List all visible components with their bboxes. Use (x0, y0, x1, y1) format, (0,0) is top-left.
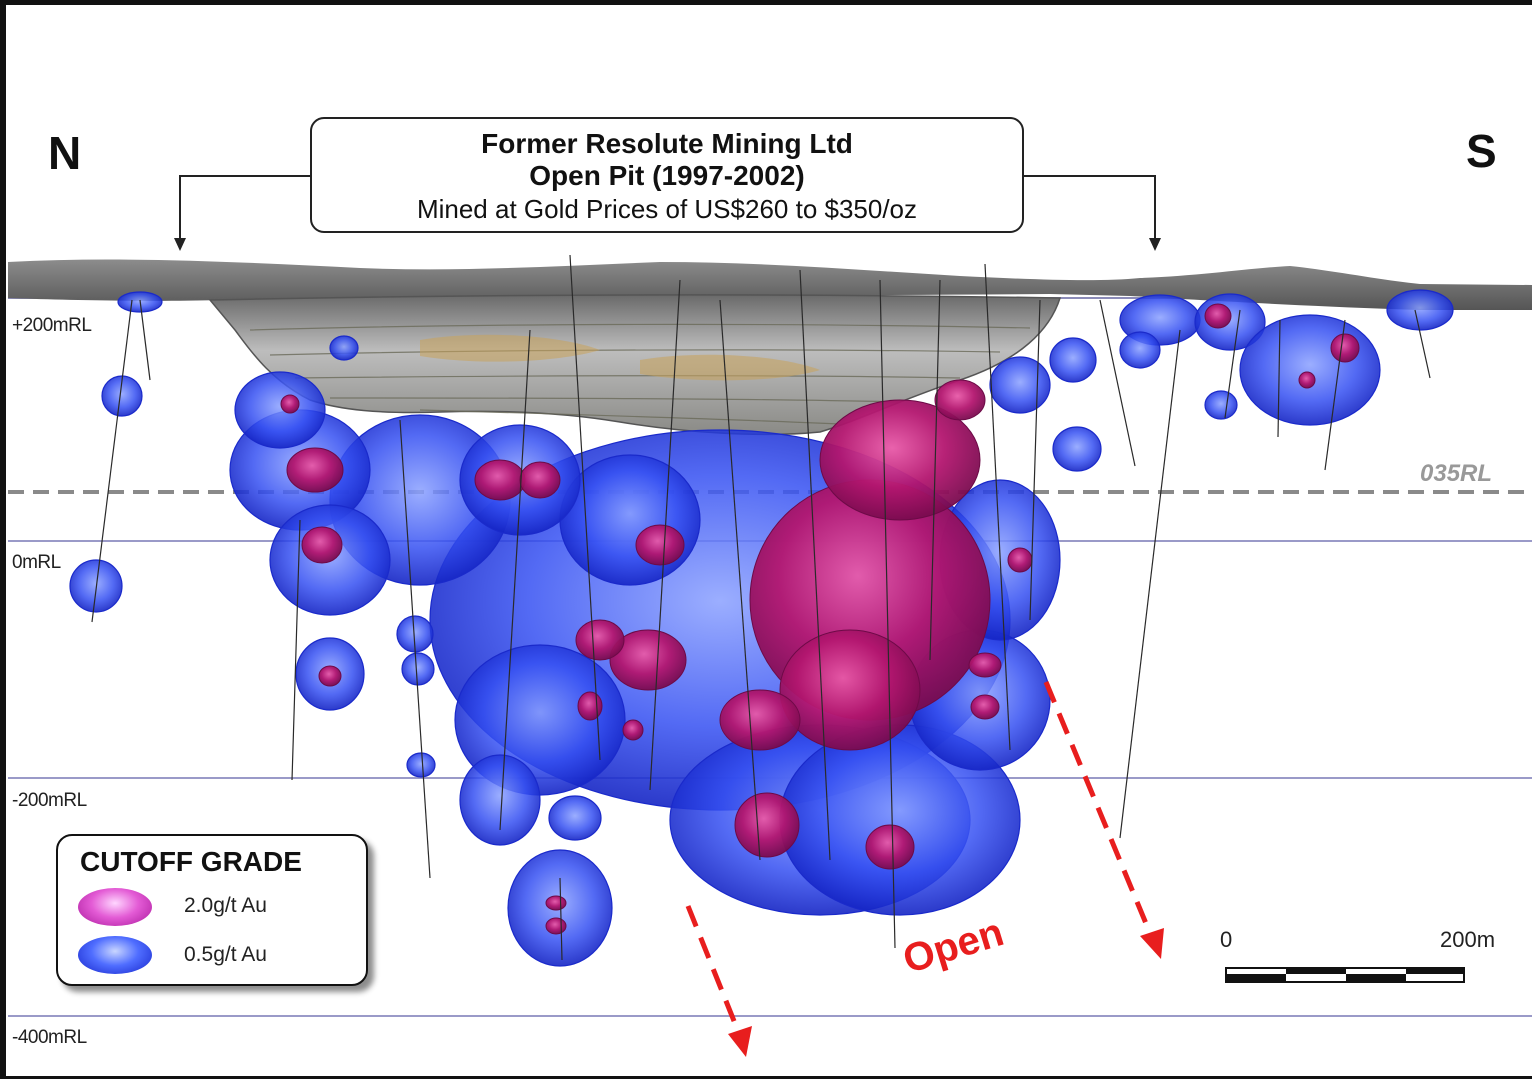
high-grade-body (779, 629, 921, 751)
high-grade-body (301, 526, 343, 564)
pit-callout-title: Former Resolute Mining Ltd (481, 128, 853, 159)
open-arrowhead-right (1140, 928, 1164, 959)
callout-arrowhead-north (174, 238, 186, 251)
high-grade-body (635, 524, 685, 566)
drill-hole-trace (1224, 309, 1241, 419)
drill-hole-trace (1029, 299, 1041, 621)
low-grade-body (548, 795, 602, 841)
low-grade-body (1049, 337, 1097, 383)
drill-hole-trace (399, 419, 431, 879)
high-grade-body (545, 895, 567, 911)
drill-hole-trace (984, 263, 1011, 751)
high-grade-body (280, 394, 300, 414)
low-grade-body (989, 356, 1051, 414)
high-grade-body (1204, 303, 1232, 329)
scale-bar-segment (1346, 974, 1406, 982)
high-grade-body (474, 459, 526, 501)
low-grade-body (329, 335, 359, 361)
high-grade-body (719, 689, 801, 751)
open-arrow-left (685, 905, 743, 1037)
drill-hole-trace (649, 279, 681, 791)
legend-title: CUTOFF GRADE (80, 846, 302, 877)
high-grade-body (968, 652, 1002, 678)
low-grade-body (1119, 331, 1161, 369)
pit-callout-box: Former Resolute Mining Ltd Open Pit (199… (310, 117, 1024, 233)
high-grade-body (519, 461, 561, 499)
low-grade-body (1052, 426, 1102, 472)
rl-label-plus200: +200mRL (12, 315, 92, 336)
high-grade-body (318, 665, 342, 687)
low-grade-body (1204, 390, 1238, 420)
drill-hole-trace (719, 299, 761, 861)
high-grade-body (865, 824, 915, 870)
drill-holes (91, 254, 1431, 961)
high-grade-body (1007, 547, 1033, 573)
open-arrowhead-left (728, 1026, 752, 1057)
scale-bar-segment (1226, 974, 1286, 982)
high-grade-body (734, 792, 800, 858)
drill-hole-trace (91, 299, 133, 623)
high-grade-body (609, 629, 687, 691)
legend-swatch-high-grade (78, 888, 152, 926)
pit-callout-subtitle: Open Pit (1997-2002) (529, 160, 805, 191)
legend-swatch-low-grade (78, 936, 152, 974)
high-grade-shells (280, 303, 1360, 935)
scale-bar (1225, 967, 1465, 983)
drill-hole-trace (929, 279, 941, 661)
drill-hole-trace (559, 877, 563, 961)
drill-hole-trace (1324, 319, 1346, 471)
low-grade-body (459, 754, 541, 846)
rl-label-zero: 0mRL (12, 552, 61, 573)
open-pit-shell (208, 294, 1062, 436)
pit-callout-arrows (179, 175, 1156, 245)
scale-bar-end-label: 200m (1440, 927, 1496, 952)
south-label: S (1466, 125, 1497, 177)
callout-arrowhead-south (1149, 238, 1161, 251)
high-grade-body (286, 447, 344, 493)
high-grade-body (934, 379, 986, 421)
drill-hole-trace (291, 519, 301, 781)
scale-bar-start-label: 0 (1220, 927, 1233, 952)
drill-hole-trace (1277, 319, 1281, 438)
rl-label-minus400: -400mRL (12, 1027, 87, 1048)
legend-label-high-grade: 2.0g/t Au (184, 894, 267, 917)
low-grade-body (406, 752, 436, 778)
high-grade-body (545, 917, 567, 935)
drill-hole-trace (499, 329, 531, 831)
high-grade-body (970, 694, 1000, 720)
low-grade-body (401, 652, 435, 686)
drill-hole-trace (1414, 309, 1431, 379)
drill-hole-trace (799, 269, 831, 861)
pit-bench-lines (249, 323, 1031, 425)
drill-hole-trace (879, 279, 896, 949)
drill-hole-trace (1119, 329, 1181, 839)
high-grade-body (819, 399, 981, 521)
pit-oxide-zone (420, 334, 820, 381)
open-arrow-right (1043, 681, 1155, 939)
drill-hole-trace (569, 254, 601, 761)
high-grade-body (622, 719, 644, 741)
low-grade-body (559, 454, 701, 586)
low-grade-body (1239, 314, 1381, 426)
rl-label-minus200: -200mRL (12, 790, 87, 811)
pit-callout-note: Mined at Gold Prices of US$260 to $350/o… (416, 194, 918, 224)
rl-label-035: 035RL (1420, 460, 1493, 487)
drill-hole-trace (1099, 299, 1136, 467)
high-grade-body (577, 691, 603, 721)
callout-arrow-north (179, 175, 310, 245)
low-grade-body (1386, 289, 1454, 331)
low-grade-body (234, 371, 326, 449)
high-grade-body (1298, 371, 1316, 389)
high-grade-body (575, 619, 625, 661)
north-label: N (48, 127, 82, 179)
callout-arrow-south (1024, 175, 1156, 245)
scale-bar-segment (1406, 968, 1464, 974)
legend-label-low-grade: 0.5g/t Au (184, 943, 267, 966)
high-grade-body (1330, 333, 1360, 363)
scale-bar-segment (1286, 968, 1346, 974)
drill-hole-trace (139, 299, 151, 381)
legend: CUTOFF GRADE 2.0g/t Au 0.5g/t Au (56, 834, 368, 986)
